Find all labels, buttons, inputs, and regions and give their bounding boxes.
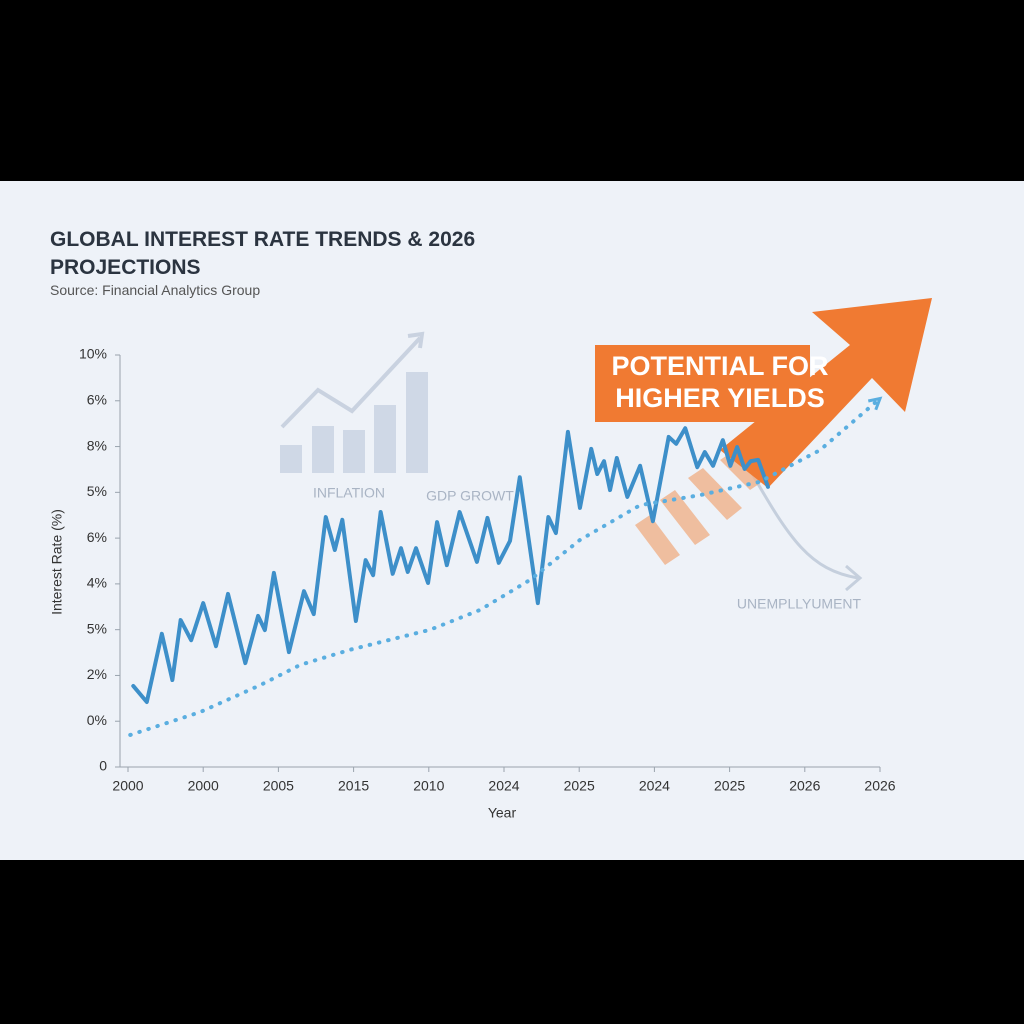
- y-tick-label: 2%: [87, 666, 107, 682]
- decor-icon: [280, 331, 428, 473]
- y-tick-label: 4%: [87, 575, 107, 591]
- y-tick-label: 5%: [87, 483, 107, 499]
- y-tick-label: 6%: [87, 529, 107, 545]
- y-tick-label: 0: [99, 758, 107, 774]
- y-tick-label: 8%: [87, 437, 107, 453]
- x-tick-label: 2024: [488, 778, 519, 794]
- x-tick-label: 2000: [112, 778, 143, 794]
- x-tick-label: 2010: [413, 778, 444, 794]
- x-axis-label: Year: [488, 805, 517, 821]
- x-tick-label: 2024: [639, 778, 670, 794]
- y-tick-label: 5%: [87, 620, 107, 636]
- line: [128, 396, 882, 737]
- x-tick-label: 2026: [864, 778, 895, 794]
- annotation: UNEMPLLYUMENT: [737, 596, 862, 612]
- y-tick-label: 6%: [87, 391, 107, 407]
- x-tick-label: 2005: [263, 778, 294, 794]
- x-tick-label: 2015: [338, 778, 369, 794]
- y-axis-label: Interest Rate (%): [49, 509, 65, 615]
- annotation: GDP GROWT: [426, 488, 514, 504]
- y-tick-label: 10%: [79, 346, 107, 362]
- chart-title: GLOBAL INTEREST RATE TRENDS & 2026 PROJE…: [50, 228, 476, 279]
- annotation: INFLATION: [313, 485, 385, 501]
- x-tick-label: 2026: [789, 778, 820, 794]
- x-tick-label: 2000: [188, 778, 219, 794]
- y-tick-label: 0%: [87, 712, 107, 728]
- x-tick-label: 2025: [714, 778, 745, 794]
- x-tick-label: 2025: [564, 778, 595, 794]
- decor-arrow: [595, 298, 932, 592]
- line: [131, 426, 770, 704]
- chart-subtitle: Source: Financial Analytics Group: [50, 282, 261, 298]
- line-arrowhead: [867, 396, 883, 411]
- annotation: POTENTIAL FOR HIGHER YIELDS: [611, 351, 829, 413]
